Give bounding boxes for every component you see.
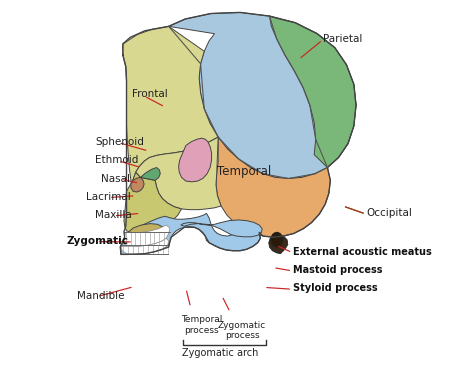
Polygon shape <box>140 167 160 180</box>
Polygon shape <box>121 238 169 254</box>
Text: Parietal: Parietal <box>323 34 362 44</box>
Text: Lacrimal: Lacrimal <box>86 192 131 202</box>
Text: Styloid process: Styloid process <box>293 283 378 294</box>
Text: Frontal: Frontal <box>132 89 168 99</box>
Polygon shape <box>179 138 211 182</box>
Text: Nasal: Nasal <box>101 173 130 184</box>
Text: Temporal
process: Temporal process <box>181 315 222 335</box>
Text: External acoustic meatus: External acoustic meatus <box>293 247 432 257</box>
Polygon shape <box>124 172 182 233</box>
Text: Ethmoid: Ethmoid <box>96 155 139 165</box>
Polygon shape <box>169 13 356 178</box>
Polygon shape <box>126 224 166 250</box>
Text: Temporal: Temporal <box>217 164 271 178</box>
Polygon shape <box>123 26 218 188</box>
Ellipse shape <box>271 233 283 247</box>
Polygon shape <box>216 137 330 237</box>
Polygon shape <box>136 137 221 210</box>
Text: Zygomatic: Zygomatic <box>66 236 128 246</box>
Text: Mastoid process: Mastoid process <box>293 265 383 275</box>
Text: Mandible: Mandible <box>77 291 124 301</box>
Polygon shape <box>131 177 144 192</box>
Text: Zygomatic arch: Zygomatic arch <box>182 348 258 358</box>
Text: Sphenoid: Sphenoid <box>96 137 144 147</box>
Text: Zygomatic
process: Zygomatic process <box>218 321 266 340</box>
Polygon shape <box>181 220 262 237</box>
Text: Occipital: Occipital <box>367 208 412 218</box>
Polygon shape <box>270 16 356 167</box>
Polygon shape <box>123 225 170 246</box>
Polygon shape <box>269 234 288 254</box>
Polygon shape <box>120 213 260 254</box>
Text: Maxilla: Maxilla <box>96 210 132 220</box>
